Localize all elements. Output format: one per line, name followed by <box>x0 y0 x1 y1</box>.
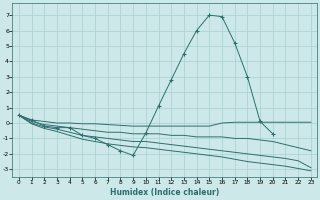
X-axis label: Humidex (Indice chaleur): Humidex (Indice chaleur) <box>110 188 220 197</box>
